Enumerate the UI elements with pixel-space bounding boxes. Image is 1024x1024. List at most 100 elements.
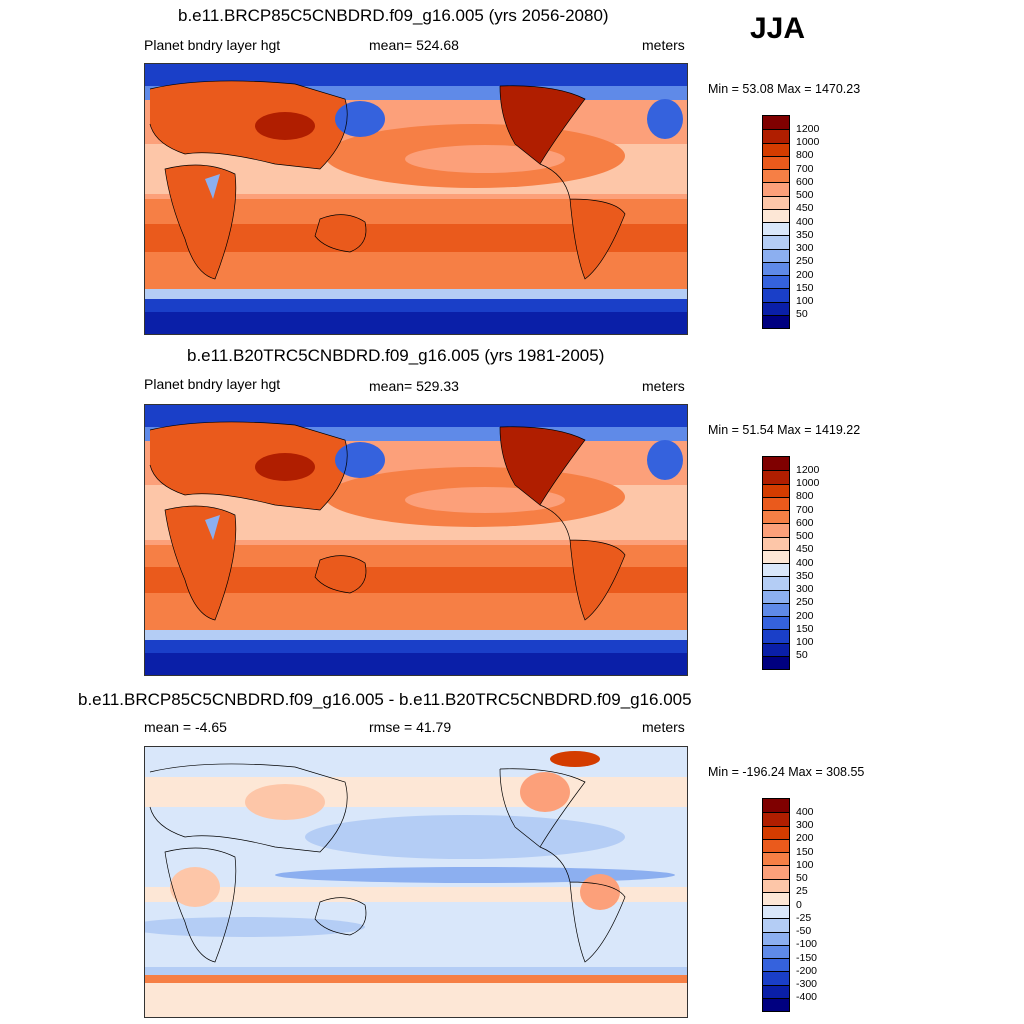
colorbar-tick: 600 [796,176,814,188]
colorbar-swatch [763,878,789,892]
colorbar-swatch [763,470,789,484]
colorbar-swatch [763,208,789,223]
colorbar-swatch [763,616,789,630]
colorbar-tick: 500 [796,189,814,201]
colorbar-tick: -150 [796,952,818,964]
colorbar-swatch [763,483,789,497]
colorbar-tick: 300 [796,819,814,831]
colorbar-tick: 500 [796,530,814,542]
colorbar-tick: 1000 [796,477,820,489]
panel-3-map [144,746,688,1018]
colorbar-swatch [763,510,789,524]
colorbar-tick: 25 [796,885,808,897]
colorbar-swatch [763,602,789,617]
colorbar-tick: 450 [796,543,814,555]
colorbar-tick: 700 [796,163,814,175]
colorbar-swatch [763,288,789,302]
colorbar-tick: 100 [796,859,814,871]
colorbar-swatch [763,905,789,919]
panel-2-variable-label: Planet bndry layer hgt [144,376,281,392]
colorbar-tick: 150 [796,282,814,294]
colorbar-tick: 150 [796,623,814,635]
colorbar-swatch [763,116,789,130]
panel-1-title: b.e11.BRCP85C5CNBDRD.f09_g16.005 (yrs 20… [178,6,609,25]
colorbar-swatch [763,222,789,236]
colorbar-swatch [763,984,789,998]
panel-3-map-svg [145,747,687,1017]
colorbar-swatch [763,301,789,315]
colorbar-swatch [763,838,789,853]
colorbar-tick: -200 [796,965,818,977]
colorbar-tick: -25 [796,912,812,924]
colorbar-swatch [763,642,789,656]
colorbar-swatch [763,799,789,813]
colorbar-swatch [763,655,789,670]
colorbar-tick: 400 [796,216,814,228]
colorbar-tick: 50 [796,872,808,884]
panel-3-rmse-label: rmse = 41.79 [369,719,452,735]
panel-1-map [144,63,688,335]
colorbar-swatch [763,169,789,183]
colorbar-swatch [763,129,789,143]
panel-1-units-label: meters [642,37,685,53]
panel-3-colorbar [762,798,790,1013]
colorbar-tick: 250 [796,255,814,267]
colorbar-swatch [763,314,789,329]
colorbar-swatch [763,563,789,577]
colorbar-tick: 1200 [796,123,820,135]
colorbar-swatch [763,825,789,839]
panel-1-mean-label: mean= 524.68 [369,37,459,53]
colorbar-swatch [763,958,789,972]
panel-2-colorbar [762,456,790,671]
colorbar-swatch [763,523,789,537]
colorbar-swatch [763,536,789,550]
panel-3-minmax: Min = -196.24 Max = 308.55 [708,765,865,779]
colorbar-tick: 150 [796,846,814,858]
panel-2-mean-label: mean= 529.33 [369,378,459,394]
colorbar-tick: 50 [796,649,808,661]
colorbar-tick: 1200 [796,464,820,476]
colorbar-swatch [763,182,789,196]
colorbar-tick: 350 [796,570,814,582]
panel-2-map [144,404,688,676]
panel-3-units-label: meters [642,719,685,735]
colorbar-swatch [763,971,789,985]
colorbar-swatch [763,852,789,866]
colorbar-tick: 250 [796,596,814,608]
colorbar-swatch [763,944,789,959]
colorbar-tick: 100 [796,636,814,648]
colorbar-tick: -100 [796,938,818,950]
colorbar-tick: -400 [796,991,818,1003]
colorbar-tick: -300 [796,978,818,990]
panel-1-minmax: Min = 53.08 Max = 1470.23 [708,82,861,96]
panel-1-variable-label: Planet bndry layer hgt [144,37,281,53]
colorbar-swatch [763,155,789,170]
colorbar-swatch [763,248,789,262]
colorbar-swatch [763,865,789,879]
colorbar-swatch [763,142,789,156]
colorbar-tick: 50 [796,308,808,320]
colorbar-swatch [763,589,789,603]
colorbar-swatch [763,891,789,906]
panel-2-minmax: Min = 51.54 Max = 1419.22 [708,423,861,437]
colorbar-tick: 400 [796,806,814,818]
colorbar-tick: 400 [796,557,814,569]
colorbar-swatch [763,629,789,643]
colorbar-swatch [763,235,789,249]
colorbar-swatch [763,812,789,826]
panel-3-title: b.e11.BRCP85C5CNBDRD.f09_g16.005 - b.e11… [78,690,692,709]
colorbar-tick: -50 [796,925,812,937]
colorbar-tick: 200 [796,269,814,281]
colorbar-tick: 1000 [796,136,820,148]
colorbar-tick: 200 [796,610,814,622]
colorbar-tick: 300 [796,242,814,254]
colorbar-swatch [763,576,789,590]
colorbar-swatch [763,496,789,511]
colorbar-tick: 350 [796,229,814,241]
colorbar-tick: 200 [796,832,814,844]
colorbar-tick: 800 [796,149,814,161]
panel-2-map-svg [145,405,687,675]
panel-1-map-svg [145,64,687,334]
colorbar-swatch [763,549,789,564]
colorbar-swatch [763,261,789,276]
